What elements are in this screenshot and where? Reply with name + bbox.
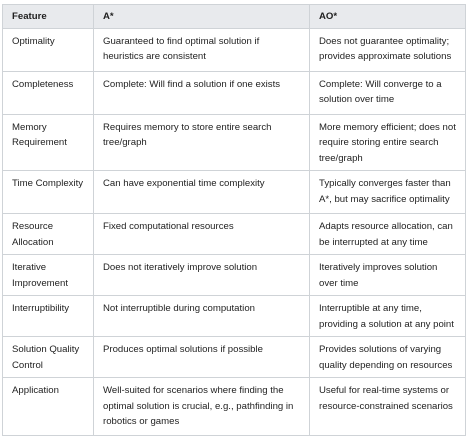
a-star-cell: Does not iteratively improve solution	[93, 254, 310, 296]
feature-cell: Resource Allocation	[2, 213, 94, 255]
a-star-cell: Complete: Will find a solution if one ex…	[93, 70, 310, 115]
comparison-table: Feature A* AO* Optimality Guaranteed to …	[2, 4, 466, 436]
ao-star-cell: Adapts resource allocation, can be inter…	[309, 213, 466, 255]
table-row: Time Complexity Can have exponential tim…	[2, 170, 466, 214]
header-feature: Feature	[2, 4, 94, 29]
feature-cell: Optimality	[2, 27, 94, 72]
feature-cell: Solution Quality Control	[2, 336, 94, 378]
ao-star-cell: Useful for real-time systems or resource…	[309, 377, 466, 436]
ao-star-cell: Does not guarantee optimality; provides …	[309, 27, 466, 72]
header-ao-star: AO*	[309, 4, 466, 29]
ao-star-cell: More memory efficient; does not require …	[309, 113, 466, 171]
feature-cell: Interruptibility	[2, 295, 94, 337]
table-row: Completeness Complete: Will find a solut…	[2, 70, 466, 115]
table-row: Iterative Improvement Does not iterative…	[2, 254, 466, 296]
feature-cell: Completeness	[2, 70, 94, 115]
ao-star-cell: Complete: Will converge to a solution ov…	[309, 70, 466, 115]
table-row: Memory Requirement Requires memory to st…	[2, 113, 466, 171]
table-row: Resource Allocation Fixed computational …	[2, 213, 466, 255]
a-star-cell: Can have exponential time complexity	[93, 170, 310, 214]
header-a-star: A*	[93, 4, 310, 29]
table-row: Interruptibility Not interruptible durin…	[2, 295, 466, 337]
a-star-cell: Well-suited for scenarios where finding …	[93, 377, 310, 436]
ao-star-cell: Interruptible at any time, providing a s…	[309, 295, 466, 337]
ao-star-cell: Typically converges faster than A*, but …	[309, 170, 466, 214]
header-row: Feature A* AO*	[2, 4, 466, 29]
table-row: Optimality Guaranteed to find optimal so…	[2, 27, 466, 72]
a-star-cell: Fixed computational resources	[93, 213, 310, 255]
a-star-cell: Produces optimal solutions if possible	[93, 336, 310, 378]
a-star-cell: Not interruptible during computation	[93, 295, 310, 337]
a-star-cell: Requires memory to store entire search t…	[93, 113, 310, 171]
feature-cell: Application	[2, 377, 94, 436]
a-star-cell: Guaranteed to find optimal solution if h…	[93, 27, 310, 72]
ao-star-cell: Iteratively improves solution over time	[309, 254, 466, 296]
feature-cell: Iterative Improvement	[2, 254, 94, 296]
page: Feature A* AO* Optimality Guaranteed to …	[2, 4, 466, 436]
table-row: Application Well-suited for scenarios wh…	[2, 377, 466, 436]
feature-cell: Time Complexity	[2, 170, 94, 214]
feature-cell: Memory Requirement	[2, 113, 94, 171]
table-row: Solution Quality Control Produces optima…	[2, 336, 466, 378]
ao-star-cell: Provides solutions of varying quality de…	[309, 336, 466, 378]
